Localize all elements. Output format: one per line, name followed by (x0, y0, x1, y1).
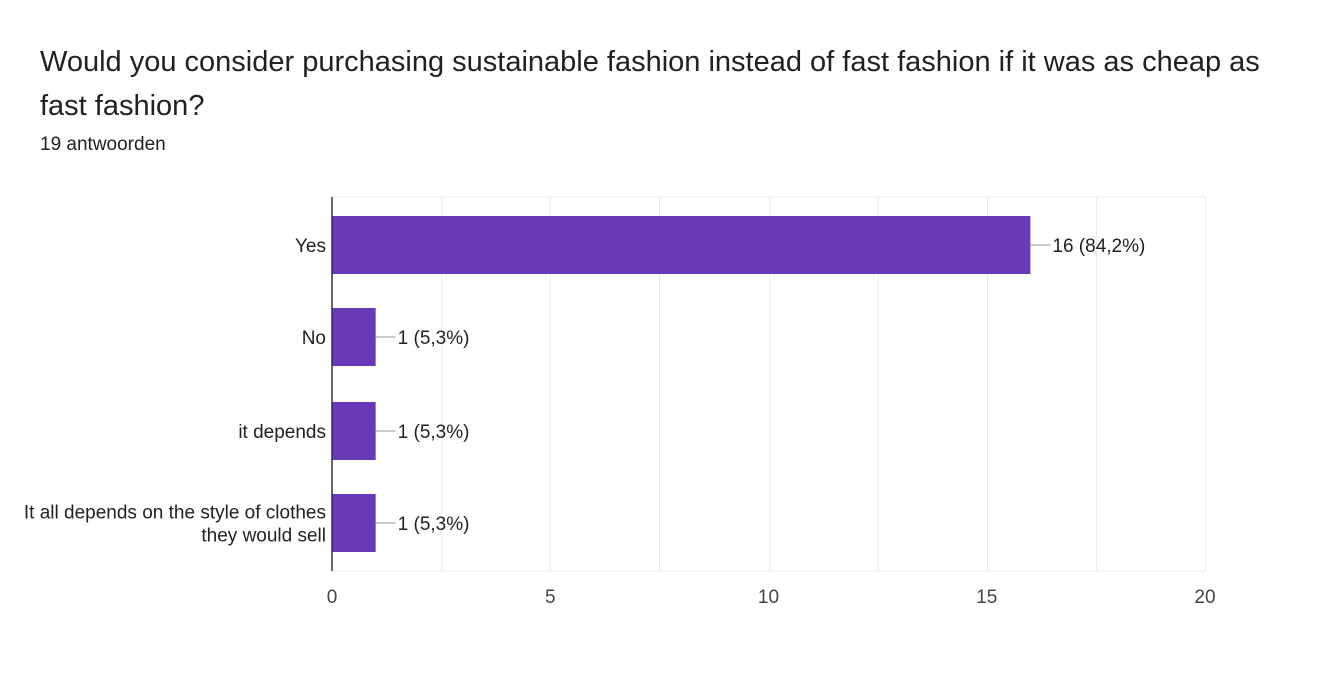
data-label: 1 (5,3%) (398, 328, 470, 349)
label-layer: 16 (84,2%) Yes 1 (5,3%) No 1 (5,3%) it depend… (24, 236, 1145, 547)
bar (332, 494, 376, 552)
x-tick-label: 10 (758, 587, 779, 608)
x-tick-label: 20 (1194, 587, 1215, 608)
category-label: Yes (295, 236, 326, 257)
x-tick-label: 5 (545, 587, 556, 608)
bar (332, 402, 376, 460)
data-label: 1 (5,3%) (398, 422, 470, 443)
data-label: 1 (5,3%) (398, 514, 470, 535)
x-tick-label: 15 (976, 587, 997, 608)
bar (332, 216, 1031, 274)
category-label: it depends (238, 422, 326, 443)
x-tick-label: 0 (327, 587, 338, 608)
question-title: Would you consider purchasing sustainabl… (40, 46, 1260, 122)
category-label: No (302, 328, 326, 349)
category-label: It all depends on the style of clothes (24, 503, 326, 524)
category-label: they would sell (201, 526, 326, 547)
response-count: 19 antwoorden (40, 134, 166, 155)
axis-layer: 0 5 10 15 20 (327, 197, 1216, 608)
data-label: 16 (84,2%) (1052, 236, 1145, 257)
bar (332, 308, 376, 366)
bar-layer (332, 216, 1031, 552)
